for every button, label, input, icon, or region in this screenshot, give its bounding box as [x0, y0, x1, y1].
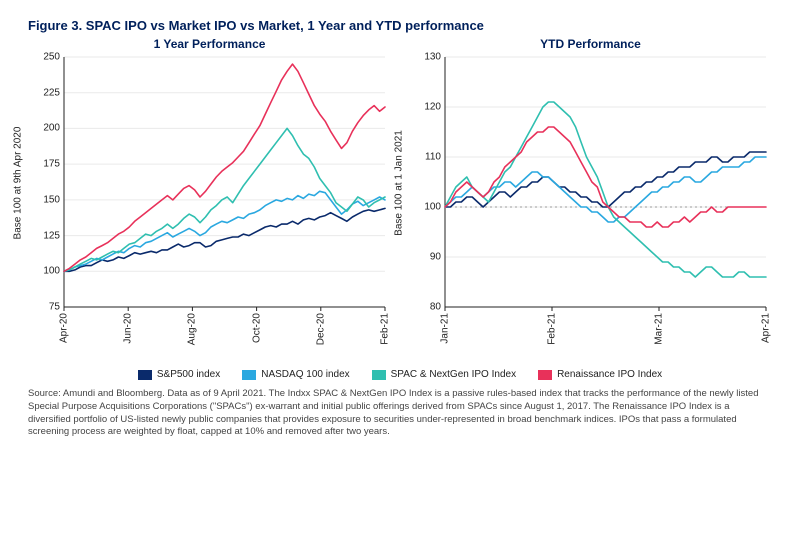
- legend-item: NASDAQ 100 index: [242, 369, 349, 380]
- charts-row: 1 Year Performance Base 100 at 9th Apr 2…: [28, 37, 772, 365]
- legend-label: NASDAQ 100 index: [261, 369, 349, 380]
- legend-label: Renaissance IPO Index: [557, 369, 662, 380]
- xtick: Apr-20: [59, 313, 70, 343]
- panel-1year-xticks: Apr-20 Jun-20 Aug-20 Oct-20 Dec-20 Feb-21: [28, 313, 391, 363]
- xtick: Apr-21: [761, 313, 772, 343]
- ytick: 110: [425, 152, 445, 163]
- xtick: Jan-21: [440, 313, 451, 344]
- figure-title: Figure 3. SPAC IPO vs Market IPO vs Mark…: [28, 18, 772, 33]
- ytick: 130: [424, 52, 445, 63]
- ytick: 150: [43, 194, 64, 205]
- series-line: [445, 102, 766, 277]
- xtick: Feb-21: [547, 313, 558, 345]
- xtick: Aug-20: [187, 313, 198, 345]
- series-line: [445, 127, 766, 227]
- ytick: 100: [43, 266, 64, 277]
- legend-swatch: [242, 370, 256, 380]
- panel-ytd-title: YTD Performance: [409, 37, 772, 51]
- legend-label: SPAC & NextGen IPO Index: [391, 369, 516, 380]
- legend-item: SPAC & NextGen IPO Index: [372, 369, 516, 380]
- legend: S&P500 index NASDAQ 100 index SPAC & NextG…: [28, 369, 772, 380]
- panel-ytd-xticks: Jan-21 Feb-21 Mar-21 Apr-21: [409, 313, 772, 363]
- legend-swatch: [372, 370, 386, 380]
- ytick: 120: [424, 102, 445, 113]
- ytick: 250: [43, 52, 64, 63]
- xtick: Dec-20: [315, 313, 326, 345]
- xtick: Mar-21: [654, 313, 665, 345]
- legend-swatch: [138, 370, 152, 380]
- chart-svg: [409, 53, 772, 313]
- legend-label: S&P500 index: [157, 369, 220, 380]
- panel-1year-ylabel: Base 100 at 9th Apr 2020: [13, 127, 24, 240]
- ytick: 100: [424, 202, 445, 213]
- panel-1year-title: 1 Year Performance: [28, 37, 391, 51]
- ytick: 200: [43, 123, 64, 134]
- panel-ytd-plot: Base 100 at 1 Jan 2021 8090100110120130: [409, 53, 772, 313]
- chart-svg: [28, 53, 391, 313]
- ytick: 125: [43, 230, 64, 241]
- ytick: 80: [430, 302, 445, 313]
- panel-ytd-ylabel: Base 100 at 1 Jan 2021: [394, 130, 405, 236]
- legend-swatch: [538, 370, 552, 380]
- panel-1year: 1 Year Performance Base 100 at 9th Apr 2…: [28, 37, 391, 365]
- ytick: 75: [49, 302, 64, 313]
- xtick: Jun-20: [123, 313, 134, 344]
- caption: Source: Amundi and Bloomberg. Data as of…: [28, 388, 772, 439]
- ytick: 175: [43, 159, 64, 170]
- panel-ytd: YTD Performance Base 100 at 1 Jan 2021 8…: [409, 37, 772, 365]
- figure-frame: Figure 3. SPAC IPO vs Market IPO vs Mark…: [0, 0, 800, 551]
- xtick: Oct-20: [251, 313, 262, 343]
- ytick: 90: [430, 252, 445, 263]
- legend-item: Renaissance IPO Index: [538, 369, 662, 380]
- xtick: Feb-21: [380, 313, 391, 345]
- legend-item: S&P500 index: [138, 369, 220, 380]
- ytick: 225: [43, 87, 64, 98]
- series-line: [64, 64, 385, 271]
- panel-1year-plot: Base 100 at 9th Apr 2020 751001251501752…: [28, 53, 391, 313]
